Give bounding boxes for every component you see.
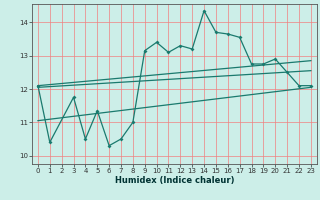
- X-axis label: Humidex (Indice chaleur): Humidex (Indice chaleur): [115, 176, 234, 185]
